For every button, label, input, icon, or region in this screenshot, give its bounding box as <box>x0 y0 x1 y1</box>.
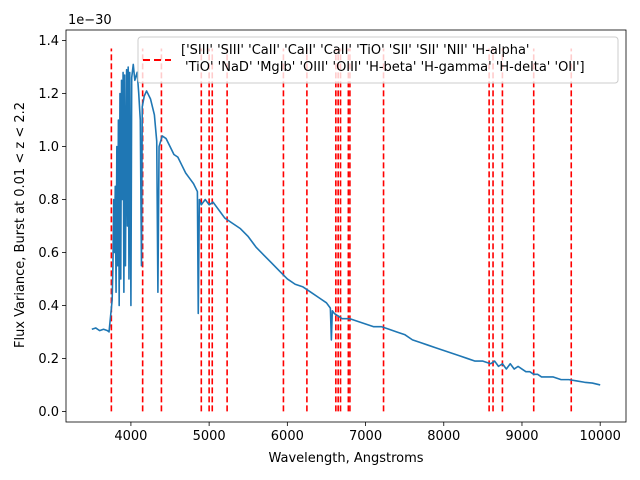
x-tick-label: 10000 <box>580 429 621 444</box>
x-tick-label: 6000 <box>271 429 304 444</box>
y-tick-label: 1.2 <box>38 87 59 102</box>
x-axis-ticks: 4000 5000 6000 7000 8000 9000 10000 <box>114 422 621 444</box>
axes-frame <box>65 29 627 423</box>
y-tick-label: 0.8 <box>38 193 59 208</box>
flux-variance-line <box>91 63 601 386</box>
y-tick-label: 0.6 <box>38 246 59 261</box>
flux-variance-series <box>91 63 601 386</box>
legend-label-line-2: 'TiO' 'NaD' 'MgIb' 'OIII' 'OIII' 'H-beta… <box>185 60 585 75</box>
legend-label-line-1: ['SIII' 'SIII' 'CaII' 'CaII' 'CaII' 'TiO… <box>181 43 530 58</box>
x-tick-label: 8000 <box>427 429 460 444</box>
x-tick-label: 7000 <box>349 429 382 444</box>
y-axis-offset-text: 1e−30 <box>68 13 112 28</box>
x-tick-label: 5000 <box>193 429 226 444</box>
y-tick-label: 0.2 <box>38 352 59 367</box>
legend-frame <box>137 36 619 84</box>
legend: ['SIII' 'SIII' 'CaII' 'CaII' 'CaII' 'TiO… <box>137 36 619 84</box>
emission-line-markers <box>110 48 573 412</box>
y-tick-label: 1.0 <box>38 140 59 155</box>
x-tick-label: 9000 <box>505 429 538 444</box>
x-axis-label: Wavelength, Angstroms <box>268 451 423 466</box>
y-tick-label: 0.0 <box>38 405 59 420</box>
y-axis-label: Flux Variance, Burst at 0.01 < z < 2.2 <box>13 102 28 348</box>
y-tick-label: 0.4 <box>38 299 59 314</box>
x-tick-label: 4000 <box>114 429 147 444</box>
y-axis-ticks: 0.0 0.2 0.4 0.6 0.8 1.0 1.2 1.4 <box>38 34 66 420</box>
y-tick-label: 1.4 <box>38 34 59 49</box>
